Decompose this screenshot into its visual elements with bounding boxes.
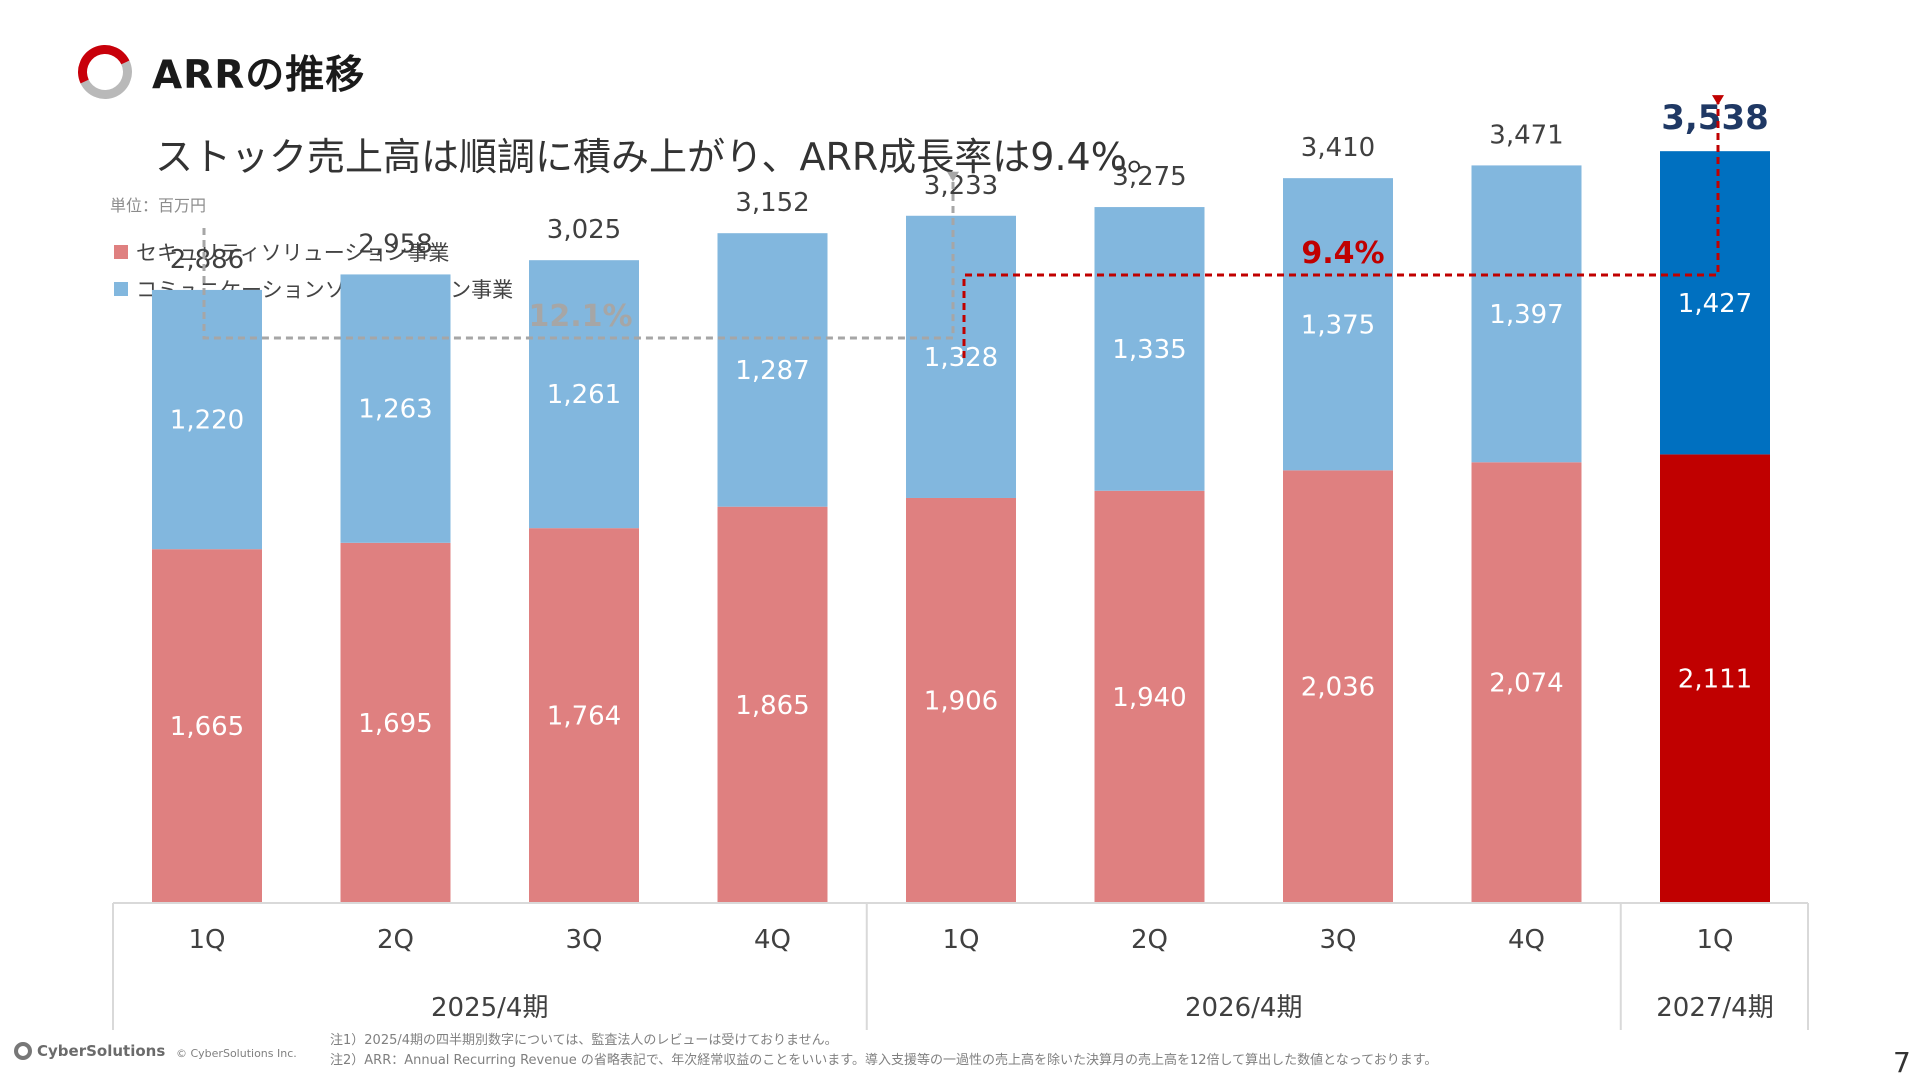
bar-security bbox=[1283, 470, 1393, 903]
footnote-1: 注1）2025/4期の四半期別数字については、監査法人のレビューは受けておりませ… bbox=[330, 1033, 838, 1048]
footer-logo: CyberSolutions bbox=[14, 1042, 165, 1060]
footnotes: 注1）2025/4期の四半期別数字については、監査法人のレビューは受けておりませ… bbox=[330, 1031, 1437, 1071]
bar-security bbox=[340, 542, 451, 903]
bar-communication bbox=[906, 215, 1016, 498]
legend-swatch-communication bbox=[114, 281, 128, 296]
data-label-total: 2,958 bbox=[358, 229, 432, 259]
brand-mark-icon bbox=[14, 1042, 32, 1060]
legend-swatch-security bbox=[114, 244, 128, 259]
data-label-communication: 1,427 bbox=[1678, 289, 1752, 319]
headline: ストック売上高は順調に積み上がり、ARR成長率は9.4%。 bbox=[155, 135, 1165, 179]
data-label-communication: 1,263 bbox=[358, 395, 432, 425]
bar-communication bbox=[1471, 165, 1582, 463]
tick-label: 4Q bbox=[754, 925, 791, 955]
page-number: 7 bbox=[1893, 1046, 1911, 1079]
bar-communication bbox=[1094, 207, 1205, 491]
data-label-security: 1,906 bbox=[924, 686, 998, 716]
copyright: © CyberSolutions Inc. bbox=[176, 1047, 297, 1060]
data-label-communication: 1,335 bbox=[1112, 335, 1186, 365]
data-label-communication: 1,375 bbox=[1301, 310, 1375, 340]
footnote-2: 注2）ARR：Annual Recurring Revenue の省略表記で、年… bbox=[330, 1053, 1438, 1068]
tick-label: 2Q bbox=[377, 925, 414, 955]
data-label-communication: 1,397 bbox=[1489, 300, 1563, 330]
tick-label: 1Q bbox=[188, 925, 225, 955]
bar-security bbox=[1094, 490, 1205, 903]
legend-item-security: セキュリティソリューション事業 bbox=[114, 233, 513, 270]
unit-label: 単位：百万円 bbox=[110, 196, 207, 215]
data-label-communication: 1,261 bbox=[547, 380, 621, 410]
page-title-area: ARRの推移 bbox=[70, 37, 366, 107]
tick-label: 1Q bbox=[942, 925, 979, 955]
tick-label: 4Q bbox=[1508, 925, 1545, 955]
growth-rate-label: 9.4% bbox=[1301, 236, 1384, 271]
bar-security bbox=[1660, 454, 1770, 903]
data-label-total: 3,410 bbox=[1301, 133, 1375, 163]
period-label: 2025/4期 bbox=[431, 993, 548, 1023]
period-label: 2026/4期 bbox=[1185, 993, 1302, 1023]
data-label-communication: 1,220 bbox=[170, 406, 244, 436]
bar-security bbox=[529, 528, 639, 903]
data-label-total: 3,152 bbox=[735, 188, 809, 218]
data-label-total: 3,025 bbox=[547, 215, 621, 245]
data-label-communication: 1,328 bbox=[924, 343, 998, 373]
data-label-security: 1,665 bbox=[170, 712, 244, 742]
growth-arrowhead bbox=[947, 171, 959, 182]
data-label-total: 3,471 bbox=[1489, 120, 1563, 150]
bar-security bbox=[1471, 462, 1582, 903]
bar-communication bbox=[1283, 178, 1393, 471]
data-label-security: 1,764 bbox=[547, 702, 621, 732]
page-title: ARRの推移 bbox=[152, 53, 366, 98]
bar-communication bbox=[717, 233, 828, 507]
bar-security bbox=[152, 549, 262, 903]
bar-security bbox=[906, 497, 1016, 903]
bar-security bbox=[717, 506, 828, 903]
growth-rate-label: 12.1% bbox=[528, 299, 632, 334]
footer-brand: CyberSolutions bbox=[37, 1042, 166, 1060]
growth-arrowhead bbox=[1712, 95, 1724, 106]
data-label-security: 2,111 bbox=[1678, 665, 1752, 695]
bar-communication bbox=[340, 274, 451, 543]
tick-label: 3Q bbox=[1319, 925, 1356, 955]
data-label-total: 2,886 bbox=[170, 245, 244, 275]
data-label-security: 1,695 bbox=[358, 709, 432, 739]
tick-label: 2Q bbox=[1131, 925, 1168, 955]
period-label: 2027/4期 bbox=[1656, 993, 1773, 1023]
data-label-communication: 1,287 bbox=[735, 356, 809, 386]
data-label-total: 3,538 bbox=[1661, 98, 1769, 138]
data-label-security: 2,074 bbox=[1489, 669, 1563, 699]
data-label-total: 3,233 bbox=[924, 171, 998, 201]
growth-bracket bbox=[962, 95, 1720, 358]
arr-stacked-bar-chart: 1,665 1,220 2,886 1,695 1,263 2,958 1,764 1,261… bbox=[112, 95, 1809, 1030]
data-label-security: 1,865 bbox=[735, 691, 809, 721]
bar-communication bbox=[529, 260, 639, 529]
growth-bracket bbox=[202, 171, 955, 340]
bar-communication bbox=[1660, 151, 1770, 455]
data-label-total: 3,275 bbox=[1112, 162, 1186, 192]
bar-communication bbox=[152, 289, 262, 550]
legend-label-security: セキュリティソリューション事業 bbox=[136, 240, 450, 265]
data-label-security: 2,036 bbox=[1301, 673, 1375, 703]
data-label-security: 1,940 bbox=[1112, 683, 1186, 713]
tick-label: 3Q bbox=[565, 925, 602, 955]
tick-label: 1Q bbox=[1696, 925, 1733, 955]
